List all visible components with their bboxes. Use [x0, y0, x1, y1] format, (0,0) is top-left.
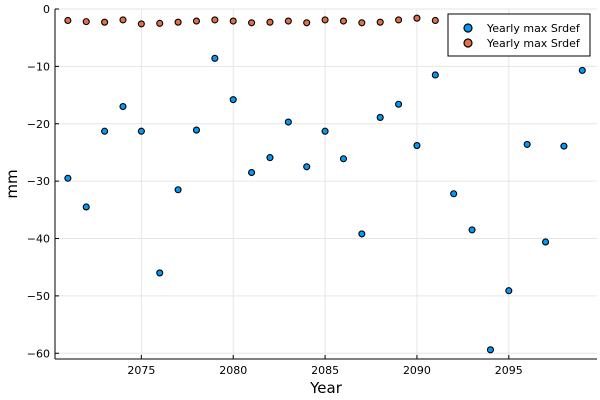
series-1-point [156, 269, 164, 277]
x-tick-label: 2075 [127, 364, 155, 377]
y-tick-label: −50 [27, 290, 50, 303]
series-2-point [413, 14, 421, 22]
series-2-point [101, 18, 109, 26]
series-1-point [486, 346, 494, 354]
y-tick-label: −40 [27, 233, 50, 246]
series-1-point [431, 71, 439, 79]
series-1-point [284, 118, 292, 126]
points-layer [64, 14, 586, 354]
series-1-point [321, 127, 329, 135]
y-tick-label: −30 [27, 175, 50, 188]
y-tick-label: 0 [43, 3, 50, 16]
series-1-point [137, 127, 145, 135]
series-2-point [358, 19, 366, 27]
x-tick-label: 2090 [403, 364, 431, 377]
series-1-point [468, 226, 476, 234]
x-axis-label: Year [309, 379, 343, 397]
series-2-point [339, 17, 348, 25]
series-2-point [395, 16, 403, 24]
legend-marker-series-2 [463, 38, 473, 48]
series-2-point [431, 16, 439, 25]
series-2-point [248, 19, 256, 27]
series-2-point [266, 18, 274, 26]
series-1-point [64, 174, 72, 182]
x-tick-label: 2095 [495, 364, 523, 377]
series-2-point [284, 17, 292, 25]
x-tick-label: 2085 [311, 364, 339, 377]
series-2-point [137, 20, 145, 28]
series-1-point [376, 113, 384, 121]
y-tick-label: −60 [27, 347, 50, 360]
series-1-point [542, 238, 550, 246]
grid-layer [55, 8, 597, 359]
series-1-point [413, 142, 421, 150]
series-1-point [211, 54, 219, 62]
series-2-point [174, 18, 182, 26]
series-1-point [82, 203, 90, 211]
y-tick-label: −20 [27, 118, 50, 131]
series-1-point [229, 96, 237, 104]
legend: Yearly max Srdef Yearly max Srdef [447, 13, 591, 57]
series-1-point [578, 66, 586, 74]
series-1-point [101, 127, 109, 135]
axes-frame [54, 9, 597, 360]
series-2-point [376, 18, 384, 26]
series-1-point [248, 168, 256, 177]
y-tick-label: −10 [27, 60, 50, 73]
series-1-point [266, 154, 274, 162]
series-2-point [156, 19, 164, 27]
x-tick-label: 2080 [219, 364, 247, 377]
series-1-point [523, 140, 531, 148]
series-1-point [192, 126, 201, 134]
series-2-point [64, 16, 72, 25]
legend-label-series-2: Yearly max Srdef [486, 37, 581, 50]
legend-label-series-1: Yearly max Srdef [486, 22, 581, 35]
series-1-point [339, 155, 348, 163]
series-1-point [303, 163, 311, 171]
series-2-point [192, 17, 201, 25]
series-1-point [395, 100, 403, 108]
series-2-point [303, 19, 311, 27]
series-1-point [450, 190, 458, 198]
legend-box [447, 13, 591, 57]
legend-marker-series-1 [463, 23, 473, 33]
y-axis-label: mm [3, 169, 21, 198]
series-1-point [505, 287, 513, 295]
series-2-point [82, 18, 90, 26]
series-1-point [119, 102, 127, 111]
series-1-point [560, 142, 568, 150]
series-1-point [358, 230, 366, 238]
series-2-point [321, 16, 329, 24]
series-2-point [229, 17, 237, 25]
tick-layer: 2075 2080 2085 2090 2095 0 −10 −20 −30 −40 −50 −60 [27, 3, 523, 377]
series-1-point [174, 186, 182, 194]
series-2-point [211, 16, 219, 24]
series-2-point [119, 16, 127, 24]
